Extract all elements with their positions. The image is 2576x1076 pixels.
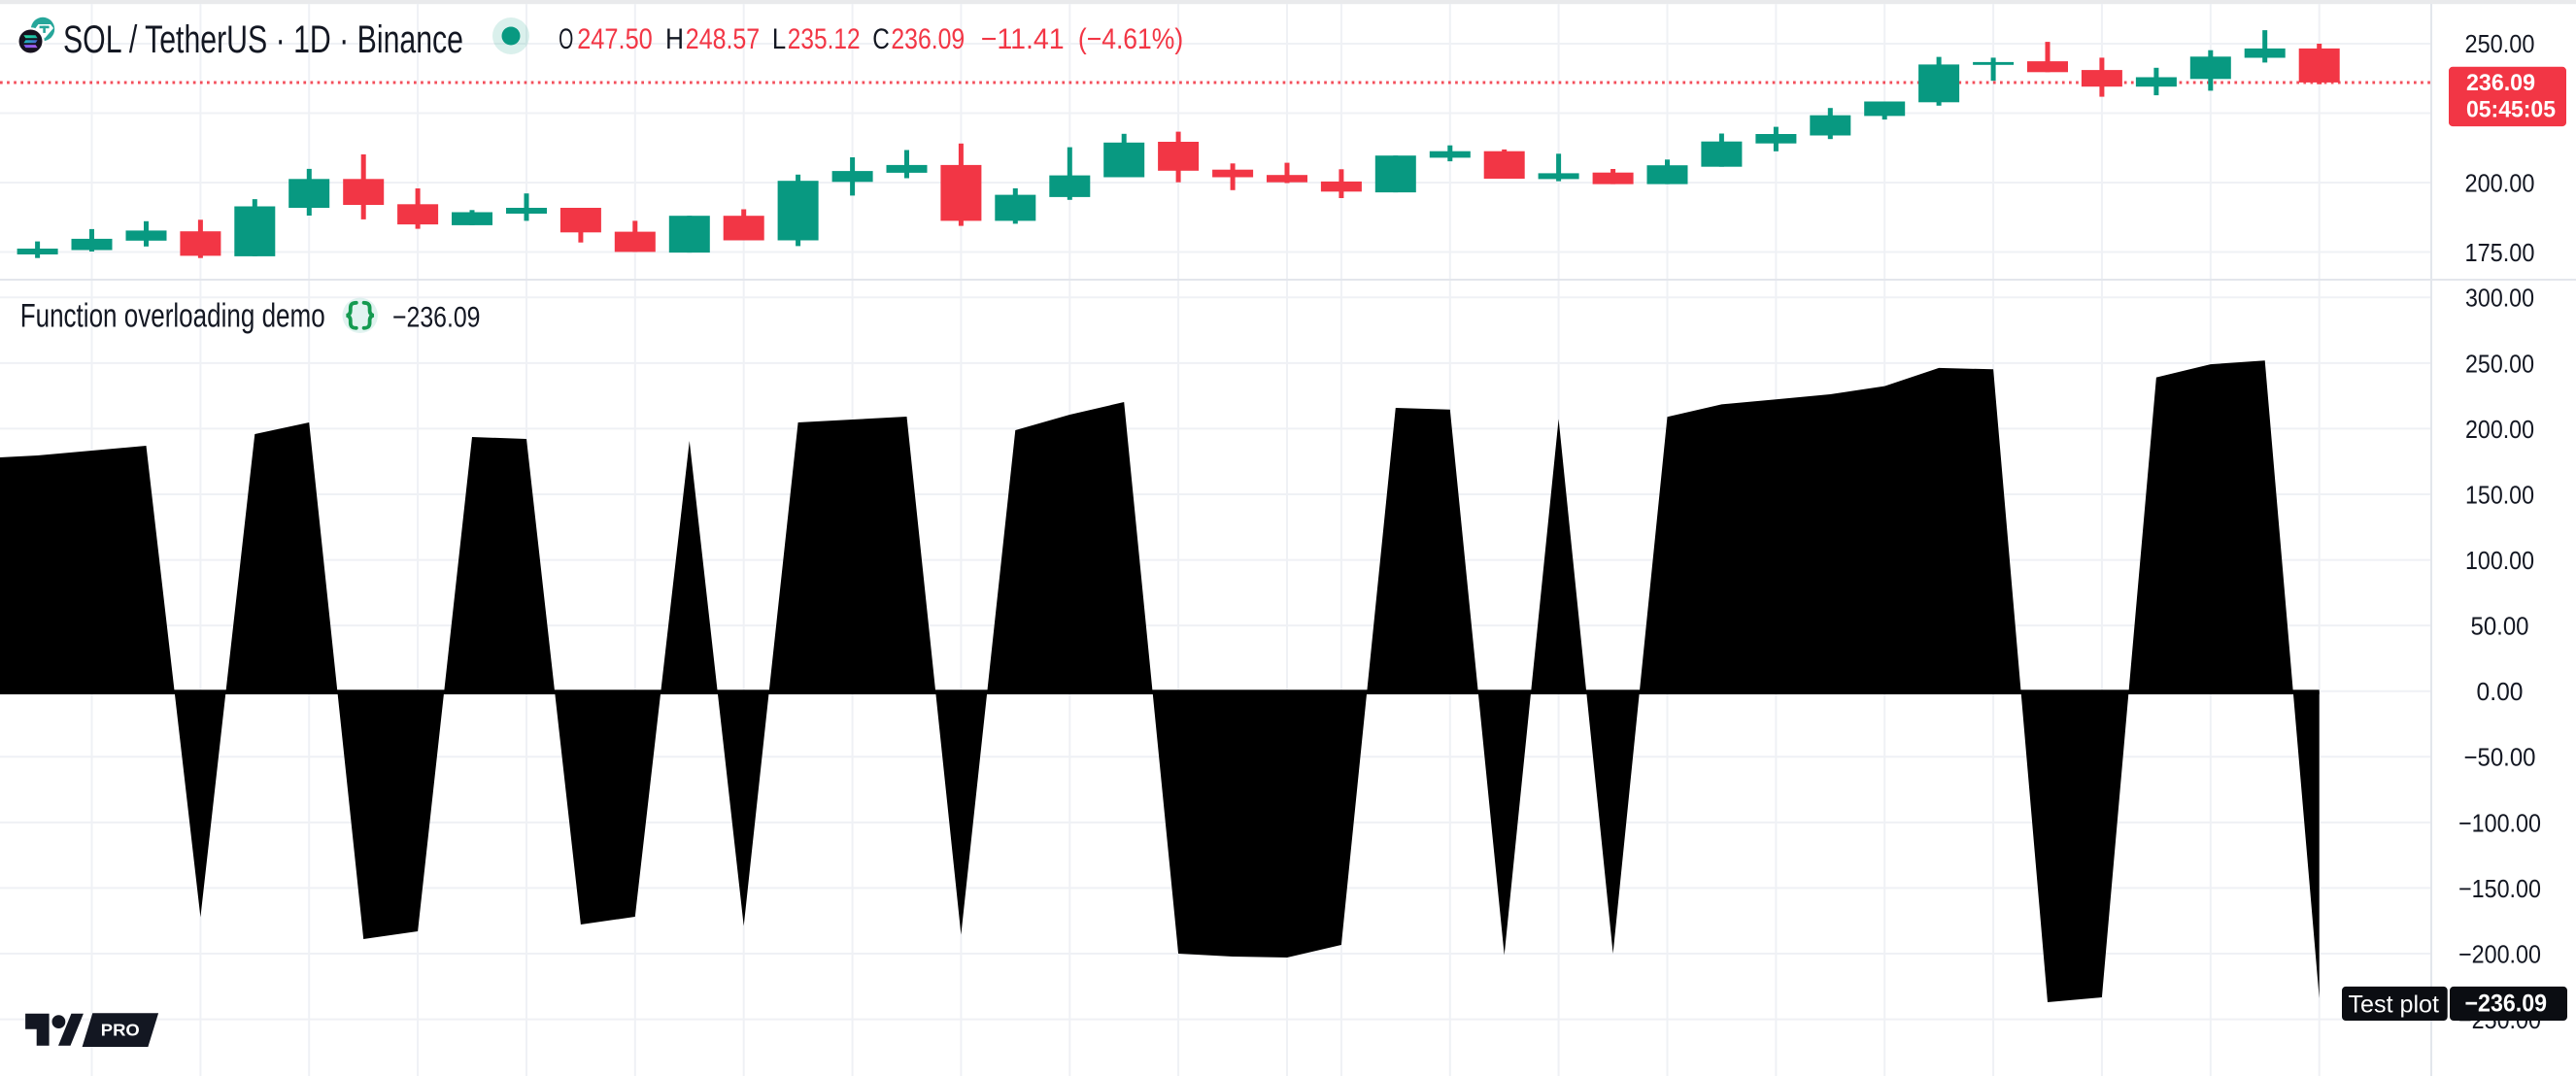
svg-text:200.00: 200.00 <box>2465 168 2535 197</box>
svg-text:236.09: 236.09 <box>2466 70 2535 96</box>
svg-text:−236.09: −236.09 <box>392 302 481 334</box>
svg-text:250.00: 250.00 <box>2465 29 2535 58</box>
svg-text:175.00: 175.00 <box>2465 238 2535 267</box>
svg-text:−50.00: −50.00 <box>2464 743 2536 772</box>
svg-text:C: C <box>872 23 890 55</box>
svg-text:O: O <box>559 23 573 55</box>
svg-text:235.12: 235.12 <box>788 23 861 55</box>
svg-text:Function overloading demo: Function overloading demo <box>20 298 325 335</box>
svg-text:300.00: 300.00 <box>2465 284 2534 313</box>
svg-text:(−4.61%): (−4.61%) <box>1078 23 1183 55</box>
svg-text:50.00: 50.00 <box>2471 612 2529 641</box>
svg-text:248.57: 248.57 <box>686 23 760 55</box>
svg-text:05:45:05: 05:45:05 <box>2466 97 2556 123</box>
svg-text:Test plot: Test plot <box>2349 992 2440 1019</box>
svg-text:−200.00: −200.00 <box>2458 939 2541 968</box>
svg-text:150.00: 150.00 <box>2465 480 2534 509</box>
svg-text:236.09: 236.09 <box>891 23 965 55</box>
svg-text:−236.09: −236.09 <box>2465 991 2548 1018</box>
svg-text:−100.00: −100.00 <box>2458 808 2541 837</box>
svg-text:SOL / TetherUS · 1D · Binance: SOL / TetherUS · 1D · Binance <box>63 18 463 61</box>
svg-text:H: H <box>665 23 684 55</box>
svg-text:L: L <box>772 23 786 55</box>
svg-text:100.00: 100.00 <box>2465 546 2534 575</box>
svg-text:247.50: 247.50 <box>577 23 653 55</box>
svg-text:PRO: PRO <box>101 1021 140 1040</box>
svg-text:0.00: 0.00 <box>2477 677 2524 706</box>
svg-text:−150.00: −150.00 <box>2458 874 2541 903</box>
svg-text:200.00: 200.00 <box>2465 415 2534 444</box>
svg-text:−11.41: −11.41 <box>981 23 1065 55</box>
svg-text:250.00: 250.00 <box>2465 349 2534 378</box>
